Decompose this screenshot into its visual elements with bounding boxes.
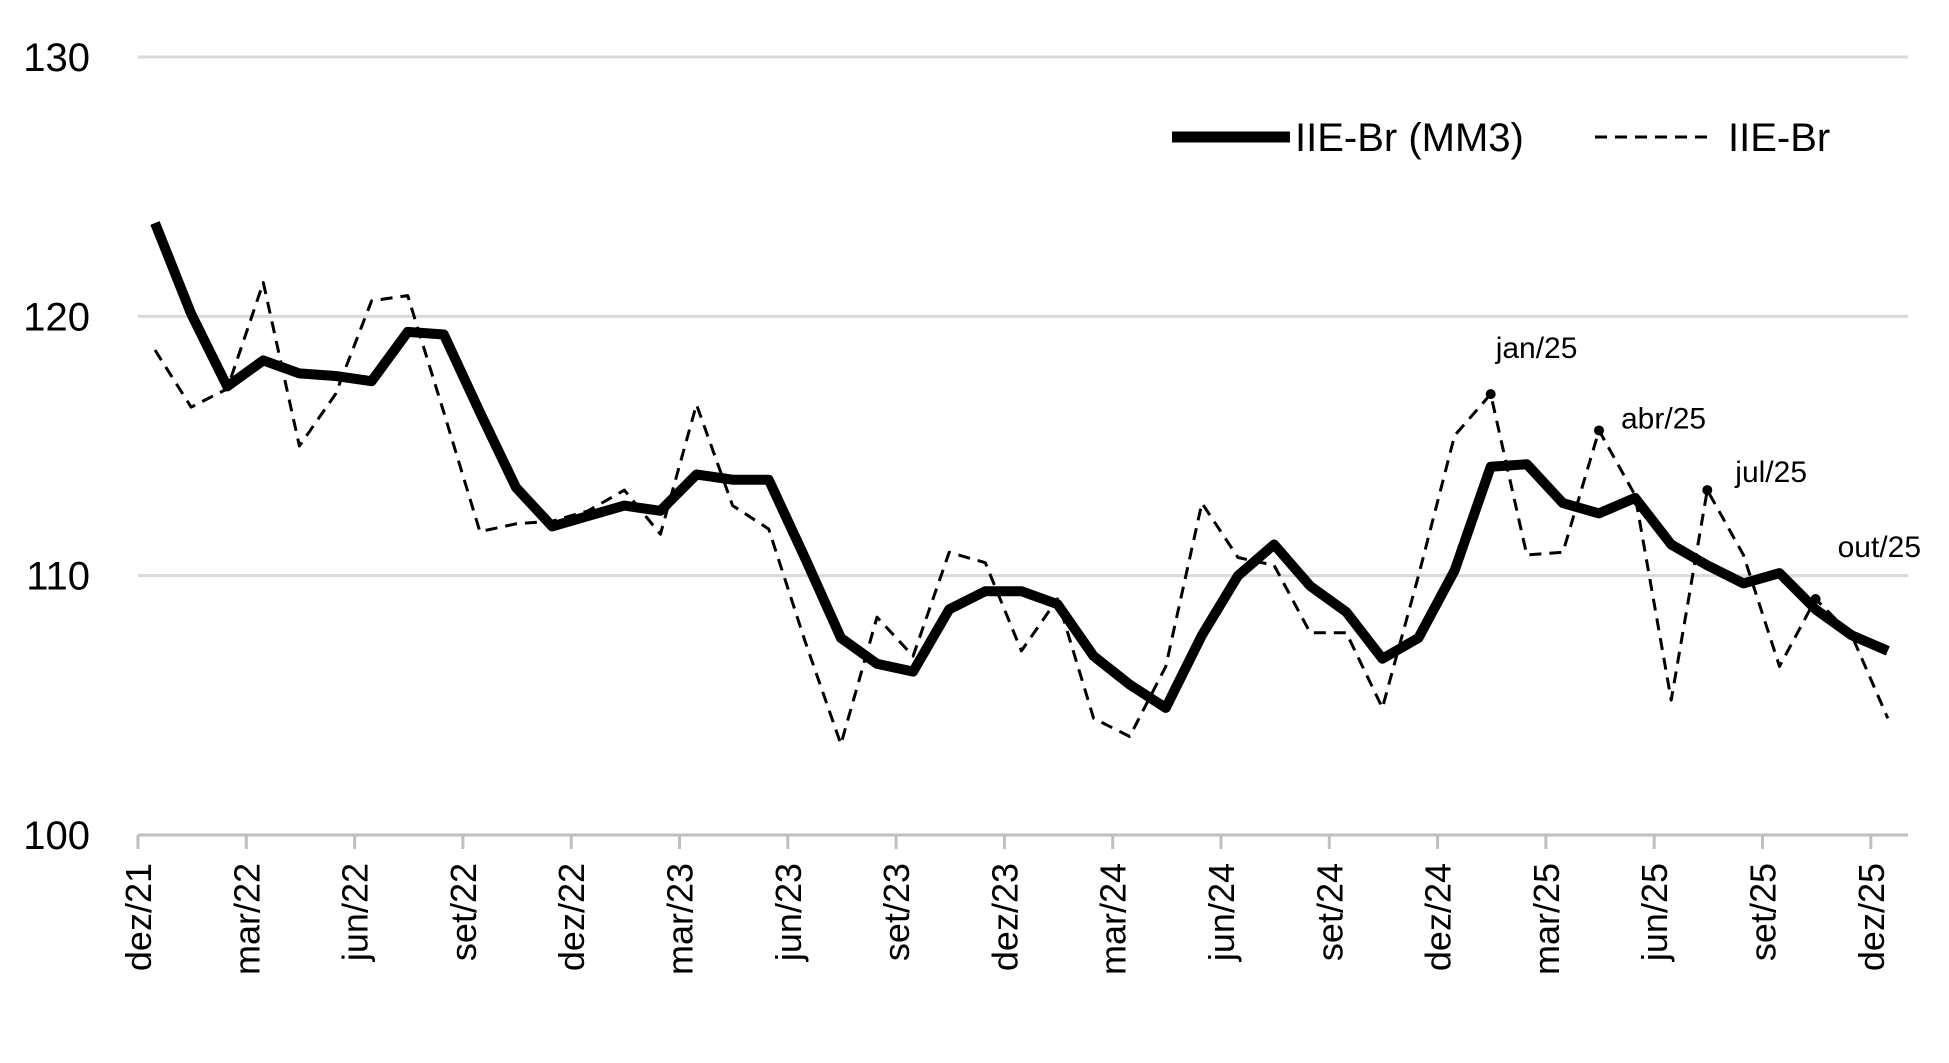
grid-lines bbox=[138, 55, 1908, 578]
x-tick-label: dez/25 bbox=[1851, 863, 1892, 971]
legend-label-mm3: IIE-Br (MM3) bbox=[1295, 116, 1524, 160]
x-tick-label: jun/23 bbox=[768, 863, 809, 962]
annotation-marker bbox=[1702, 485, 1713, 496]
x-tick-label: set/24 bbox=[1309, 863, 1350, 961]
annotation-marker bbox=[1810, 594, 1821, 605]
annotation-marker bbox=[1594, 425, 1604, 436]
x-tick-label: dez/24 bbox=[1418, 863, 1459, 971]
x-tick-label: set/22 bbox=[443, 863, 484, 961]
annotation-label: abr/25 bbox=[1621, 402, 1706, 435]
y-tick-labels: 100 110 120 130 bbox=[23, 36, 90, 858]
annotation-marker bbox=[1485, 389, 1496, 400]
series-lines bbox=[150, 221, 1890, 746]
x-tick-label: mar/23 bbox=[660, 863, 701, 975]
series-line-iie bbox=[153, 281, 1890, 746]
x-tick-label: jun/25 bbox=[1634, 863, 1675, 962]
x-tick-label: mar/22 bbox=[226, 863, 267, 975]
x-tick-label: jun/24 bbox=[1201, 863, 1242, 962]
x-tick-labels: dez/21 mar/22 jun/22 set/22 dez/22 mar/23 jun/… bbox=[118, 863, 1892, 975]
y-tick-label: 120 bbox=[23, 295, 90, 339]
series-line-mm3 bbox=[150, 221, 1890, 713]
x-tick-label: dez/23 bbox=[984, 863, 1025, 971]
y-tick-label: 100 bbox=[23, 814, 90, 858]
annotation-label: jan/25 bbox=[1495, 332, 1578, 365]
x-tick-label: set/23 bbox=[876, 863, 917, 961]
annotation-label: out/25 bbox=[1838, 531, 1921, 564]
x-tick-label: dez/21 bbox=[118, 863, 159, 971]
x-tick-label: mar/24 bbox=[1093, 863, 1134, 975]
annotation-label: jul/25 bbox=[1734, 456, 1807, 489]
x-tick-label: mar/25 bbox=[1526, 863, 1567, 975]
x-tick-label: dez/22 bbox=[551, 863, 592, 971]
legend: IIE-Br (MM3) IIE-Br bbox=[1172, 116, 1830, 160]
legend-label-iie: IIE-Br bbox=[1728, 116, 1830, 160]
y-tick-label: 130 bbox=[23, 36, 90, 80]
x-tick-label: jun/22 bbox=[335, 863, 376, 962]
x-tick-label: set/25 bbox=[1743, 863, 1784, 961]
annotations: jan/25 abr/25 jul/25 out/25 bbox=[1485, 332, 1921, 605]
y-tick-label: 110 bbox=[26, 555, 90, 599]
axes bbox=[136, 833, 1908, 849]
